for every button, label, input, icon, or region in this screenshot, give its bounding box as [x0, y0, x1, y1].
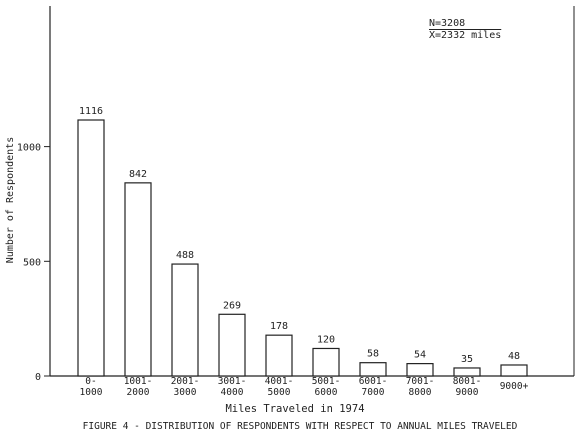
bar-value-label: 48: [508, 351, 520, 362]
bar-value-label: 178: [270, 321, 288, 332]
bar-value-label: 488: [176, 250, 194, 261]
y-tick-label: 500: [23, 257, 41, 268]
x-tick-label: 5001-: [312, 376, 341, 387]
bars-group: [77, 119, 528, 377]
bar-value-label: 58: [367, 349, 379, 360]
x-tick-label: 9000: [456, 387, 479, 398]
bar: [77, 119, 105, 377]
bar-value-label: 269: [223, 300, 241, 311]
bar-value-label: 54: [414, 350, 426, 361]
value-labels-group: 1116 842 488 269 178 120 58 54 35 48: [79, 106, 520, 365]
x-tick-label: 2001-: [171, 376, 200, 387]
y-tick-label: 0: [35, 372, 41, 383]
x-tick-label: 2000: [127, 387, 150, 398]
sample-size-annotation: N=3208: [429, 18, 465, 29]
bar: [171, 263, 199, 377]
stats-annotation: N=3208 X=2332 miles: [429, 18, 501, 41]
y-tick-label: 1000: [17, 143, 41, 154]
figure-caption: FIGURE 4 - DISTRIBUTION OF RESPONDENTS W…: [83, 421, 518, 432]
x-tick-labels-group: 0-10001001-20002001-30003001-40004001-50…: [80, 376, 529, 398]
bar: [218, 313, 246, 377]
mean-annotation: X=2332 miles: [429, 30, 501, 41]
x-tick-label: 8001-: [453, 376, 482, 387]
x-tick-label: 7001-: [406, 376, 435, 387]
bar: [406, 363, 434, 377]
bar: [359, 362, 387, 377]
bar: [500, 364, 528, 377]
x-tick-label: 6001-: [359, 376, 388, 387]
bar: [312, 347, 340, 377]
bar-value-label: 120: [317, 334, 335, 345]
bar-value-label: 1116: [79, 106, 103, 117]
y-axis-title: Number of Respondents: [5, 137, 16, 263]
x-tick-label: 3000: [174, 387, 197, 398]
x-tick-label: 4000: [221, 387, 244, 398]
x-tick-label: 1000: [80, 387, 103, 398]
x-tick-label: 0-: [85, 376, 96, 387]
x-tick-label: 8000: [409, 387, 432, 398]
bar: [265, 334, 293, 377]
bar: [124, 182, 152, 377]
x-tick-label: 9000+: [500, 381, 529, 392]
y-tick-labels-group: 0 500 1000: [17, 143, 50, 383]
x-tick-label: 1001-: [124, 376, 153, 387]
bar: [453, 367, 481, 377]
x-tick-label: 4001-: [265, 376, 294, 387]
x-tick-label: 5000: [268, 387, 291, 398]
x-tick-label: 7000: [362, 387, 385, 398]
bar-value-label: 842: [129, 169, 147, 180]
bar-value-label: 35: [461, 354, 473, 365]
x-tick-label: 3001-: [218, 376, 247, 387]
x-tick-label: 6000: [315, 387, 338, 398]
x-axis-title: Miles Traveled in 1974: [225, 403, 364, 415]
